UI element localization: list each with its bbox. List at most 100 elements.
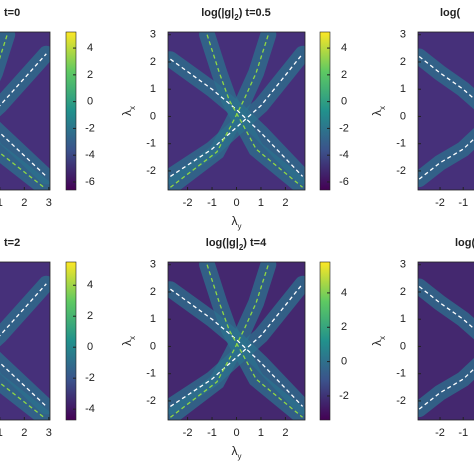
plot-area: [0, 32, 50, 190]
text-part: y: [238, 222, 242, 231]
text-part: λ: [370, 110, 384, 116]
text-part: log(: [455, 237, 474, 249]
chart-title: t=2: [4, 237, 20, 249]
colorbar-tick-label: -4: [85, 403, 95, 415]
x-tick-label: -1: [207, 427, 217, 439]
plot-area: [418, 278, 474, 418]
x-tick-label: -2: [183, 197, 193, 209]
dashed-curve: [206, 264, 304, 418]
x-tick-label: 2: [282, 427, 288, 439]
contour-band: [0, 275, 50, 347]
y-tick-label: 0: [400, 110, 406, 122]
colorbar-tick-label: -4: [339, 149, 349, 161]
plot-area: [418, 48, 474, 188]
x-tick-label: -1: [458, 197, 468, 209]
x-axis-label: λy: [232, 444, 242, 460]
contour-band: [418, 357, 474, 418]
y-tick-label: 3: [150, 259, 156, 271]
y-tick-label: -2: [396, 165, 406, 177]
colorbar: [65, 261, 77, 421]
dashed-curve: [206, 34, 304, 188]
colorbar: [319, 31, 331, 191]
y-axis-label: λx: [370, 336, 386, 346]
text-part: λ: [232, 444, 238, 458]
colorbar-tick-label: 2: [87, 69, 93, 81]
text-part: ) t=4: [243, 237, 267, 249]
text-part: x: [378, 336, 387, 340]
y-tick-label: 3: [150, 29, 156, 41]
panel: 1 2 3 t=0 4 2 0 -2 -4 -6: [0, 7, 95, 209]
colorbar: [65, 31, 77, 191]
y-tick-label: -1: [146, 368, 156, 380]
dashed-curve: [0, 382, 45, 418]
contour-band: [0, 351, 50, 415]
y-tick-label: 2: [150, 286, 156, 298]
contour-band: [0, 121, 50, 185]
plot-frame: [0, 261, 51, 421]
x-tick-label: -2: [435, 197, 445, 209]
y-axis-label: λx: [120, 336, 136, 346]
text-part: log(|g|: [201, 7, 234, 19]
y-tick-label: 1: [400, 83, 406, 95]
x-tick-label: 1: [0, 197, 3, 209]
text-part: λ: [232, 214, 238, 228]
contour-band: [418, 278, 474, 340]
y-tick-label: -1: [396, 138, 406, 150]
chart-title: log(|g|2) t=4: [206, 237, 267, 252]
y-tick-label: 1: [150, 313, 156, 325]
colorbar-tick-label: -4: [85, 149, 95, 161]
contour-band: [168, 32, 277, 190]
plot-area: [0, 275, 50, 420]
colorbar-tick-label: 4: [87, 279, 93, 291]
text-part: ) t=0.5: [239, 7, 271, 19]
text-part: 2: [234, 13, 239, 22]
chart-title: log(: [440, 7, 460, 19]
x-tick-label: -2: [183, 427, 193, 439]
text-part: x: [378, 106, 387, 110]
y-tick-label: -1: [146, 138, 156, 150]
text-part: λ: [370, 340, 384, 346]
text-part: y: [238, 452, 242, 461]
text-part: 2: [239, 243, 244, 252]
y-tick-label: 0: [150, 340, 156, 352]
plot-frame: [417, 31, 474, 191]
x-tick-label: 0: [233, 197, 239, 209]
x-tick-label: 2: [21, 197, 27, 209]
colorbar-tick-label: 4: [341, 42, 347, 54]
plot-area: [168, 32, 305, 190]
text-part: x: [128, 336, 137, 340]
colorbar-tick-label: 4: [341, 287, 347, 299]
x-tick-label: -1: [458, 427, 468, 439]
panel: 1 2 3 t=2 4 2 0 -2 -4: [0, 237, 95, 439]
colorbar-tick-label: 4: [87, 42, 93, 54]
y-tick-label: 2: [150, 56, 156, 68]
colorbar-tick-label: -2: [85, 122, 95, 134]
contour-band: [418, 127, 474, 188]
x-axis-label: λy: [232, 214, 242, 230]
y-tick-label: -2: [146, 395, 156, 407]
text-part: t=2: [4, 237, 20, 249]
y-tick-label: -2: [396, 395, 406, 407]
chart-title: t=0: [4, 7, 20, 19]
colorbar-tick-label: 2: [341, 321, 347, 333]
plot-area: [168, 262, 305, 420]
colorbar-tick-label: -2: [85, 372, 95, 384]
panel: -2 -1 3 2 1 0 -1 -2 log(λx: [370, 237, 474, 439]
colorbar-tick-label: 2: [87, 310, 93, 322]
colorbar-tick-label: 0: [87, 341, 93, 353]
x-tick-label: 2: [282, 197, 288, 209]
y-tick-label: 3: [400, 29, 406, 41]
colorbar-tick-label: -6: [339, 176, 349, 188]
dashed-curve: [170, 288, 304, 407]
colorbar-tick-label: -2: [339, 390, 349, 402]
text-part: x: [128, 106, 137, 110]
x-tick-label: 3: [46, 197, 52, 209]
y-tick-label: -2: [146, 165, 156, 177]
y-axis-label: λx: [370, 106, 386, 116]
y-tick-label: 1: [400, 313, 406, 325]
x-tick-label: 3: [46, 427, 52, 439]
x-tick-label: 1: [258, 197, 264, 209]
